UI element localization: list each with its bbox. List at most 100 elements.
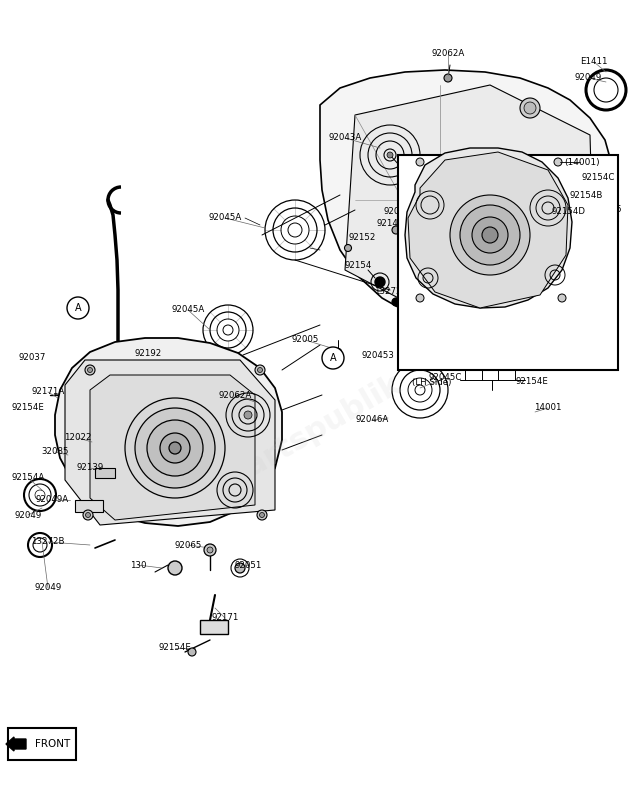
Text: 92062A: 92062A	[219, 390, 252, 399]
Text: 14001: 14001	[534, 403, 562, 413]
Text: (14001): (14001)	[565, 158, 600, 166]
Text: 92049: 92049	[35, 583, 62, 593]
Circle shape	[445, 180, 515, 250]
Circle shape	[432, 167, 528, 263]
Text: 13272: 13272	[374, 287, 402, 297]
Text: 92154E: 92154E	[515, 378, 548, 386]
Circle shape	[558, 294, 566, 302]
Text: E1411: E1411	[580, 58, 608, 66]
Polygon shape	[320, 70, 614, 328]
Text: 13272: 13272	[494, 243, 522, 253]
Text: (LH Side): (LH Side)	[413, 378, 452, 386]
Circle shape	[259, 513, 264, 518]
Text: 92062: 92062	[421, 234, 448, 242]
Text: 92049: 92049	[575, 74, 602, 82]
Circle shape	[444, 74, 452, 82]
Text: 92154B: 92154B	[570, 190, 604, 199]
Bar	[398, 155, 618, 370]
Text: 92065: 92065	[175, 541, 202, 550]
Circle shape	[67, 297, 89, 319]
Text: 92154E: 92154E	[158, 643, 192, 653]
Circle shape	[256, 398, 264, 406]
Text: 92049: 92049	[14, 510, 41, 519]
Text: 92046: 92046	[594, 206, 622, 214]
Text: partspublik: partspublik	[222, 368, 406, 492]
FancyArrow shape	[6, 737, 26, 751]
Text: A: A	[75, 303, 81, 313]
Circle shape	[416, 158, 424, 166]
Text: 92154A: 92154A	[11, 474, 45, 482]
Circle shape	[322, 347, 344, 369]
Circle shape	[160, 433, 190, 463]
Circle shape	[169, 442, 181, 454]
Circle shape	[416, 294, 424, 302]
Circle shape	[235, 563, 245, 573]
Circle shape	[422, 157, 538, 273]
Text: 92043: 92043	[383, 207, 411, 217]
Text: 13272B: 13272B	[31, 538, 65, 546]
Text: 92051: 92051	[234, 561, 262, 570]
Circle shape	[204, 544, 216, 556]
Text: 92045B: 92045B	[468, 250, 502, 259]
Circle shape	[573, 257, 579, 263]
Text: 92049A: 92049A	[35, 495, 68, 505]
Text: 92043A: 92043A	[565, 283, 598, 293]
Circle shape	[603, 173, 613, 183]
Text: 92045A: 92045A	[208, 214, 242, 222]
Text: FRONT: FRONT	[35, 739, 70, 749]
Circle shape	[375, 277, 385, 287]
Polygon shape	[55, 338, 282, 526]
Circle shape	[559, 191, 567, 199]
Circle shape	[584, 297, 600, 313]
Text: 92154E: 92154E	[11, 403, 45, 413]
Circle shape	[168, 561, 182, 575]
Text: 92045D: 92045D	[531, 238, 565, 246]
Text: 92045: 92045	[454, 274, 482, 282]
Circle shape	[460, 205, 520, 265]
Text: 92139: 92139	[77, 463, 104, 473]
Text: 12022: 12022	[64, 434, 92, 442]
Circle shape	[257, 510, 267, 520]
Circle shape	[125, 398, 225, 498]
Bar	[8, 728, 76, 760]
Circle shape	[99, 354, 106, 361]
Text: 920453: 920453	[362, 350, 394, 359]
Polygon shape	[405, 148, 572, 308]
Circle shape	[472, 217, 508, 253]
Bar	[95, 468, 115, 478]
Text: 92152: 92152	[349, 234, 376, 242]
Polygon shape	[65, 360, 275, 525]
Circle shape	[554, 158, 562, 166]
Text: 92171: 92171	[211, 614, 239, 622]
Circle shape	[111, 351, 119, 359]
Text: 92154: 92154	[458, 310, 485, 319]
Circle shape	[458, 193, 502, 237]
Circle shape	[450, 195, 530, 275]
Text: 92192: 92192	[134, 349, 161, 358]
Text: 92062A: 92062A	[431, 49, 465, 58]
Circle shape	[135, 408, 215, 488]
Circle shape	[508, 267, 518, 277]
Circle shape	[244, 411, 252, 419]
Circle shape	[520, 98, 540, 118]
Circle shape	[335, 349, 342, 355]
Text: 92154: 92154	[458, 326, 485, 334]
Circle shape	[257, 367, 263, 373]
Text: 130: 130	[130, 561, 146, 570]
Circle shape	[392, 226, 400, 234]
Text: 92005: 92005	[291, 335, 318, 345]
Text: 92154: 92154	[344, 261, 372, 270]
Polygon shape	[408, 152, 568, 308]
Circle shape	[85, 365, 95, 375]
Text: 13272A: 13272A	[445, 341, 479, 350]
Bar	[200, 620, 228, 634]
Circle shape	[482, 227, 498, 243]
Circle shape	[188, 648, 196, 656]
Circle shape	[387, 152, 393, 158]
Text: 92046A: 92046A	[355, 415, 389, 425]
Circle shape	[392, 298, 400, 306]
Circle shape	[83, 510, 93, 520]
Text: 92043A: 92043A	[328, 134, 362, 142]
Text: 92154C: 92154C	[582, 174, 615, 182]
Text: 32085: 32085	[41, 447, 68, 457]
